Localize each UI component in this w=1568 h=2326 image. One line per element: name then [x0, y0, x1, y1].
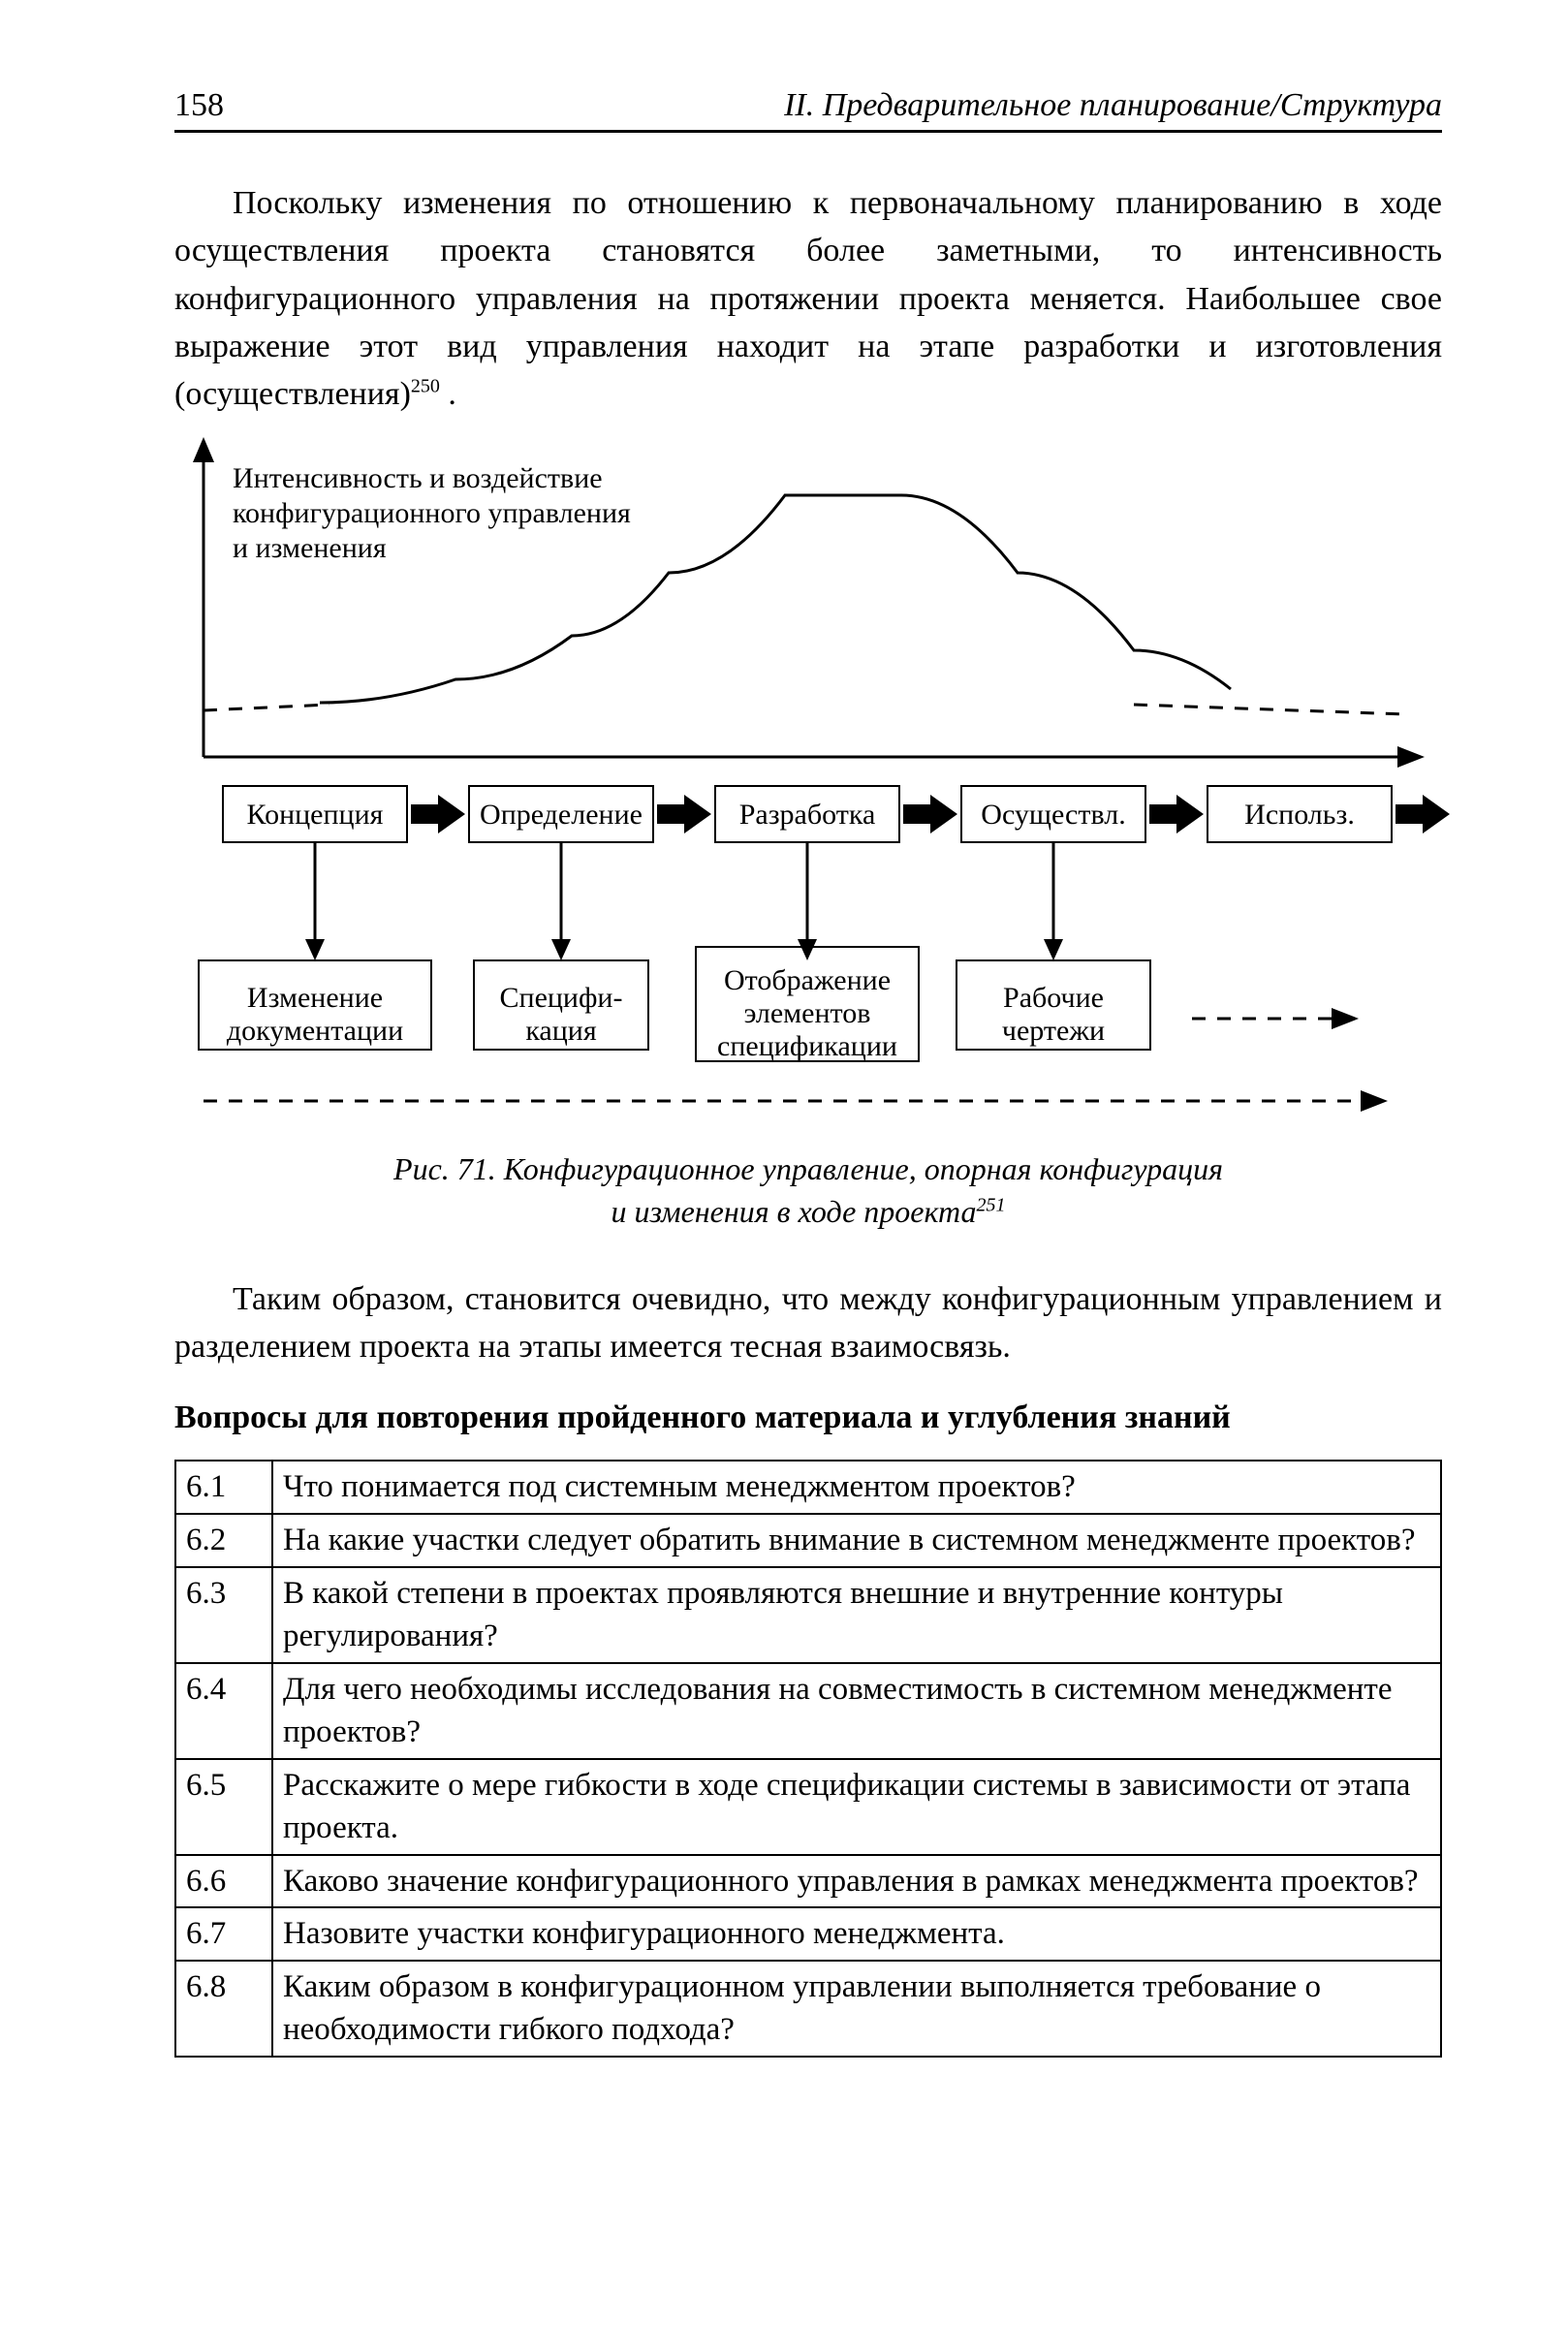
question-text: В какой степени в проектах проявляются в…: [272, 1567, 1441, 1663]
questions-table: 6.1Что понимается под системным менеджме…: [174, 1460, 1442, 2058]
phase-arrow-4: [1396, 795, 1450, 833]
lower-box-2-line-0: Отображение: [724, 964, 891, 996]
phase-arrow-2: [903, 795, 957, 833]
lower-box-0-line-1: документации: [227, 1015, 403, 1047]
lower-box-1-line-1: кация: [525, 1015, 597, 1047]
lower-box-2-line-2: спецификации: [717, 1030, 897, 1062]
axis-label-l1: Интенсивность и воздействие: [233, 462, 603, 494]
figure-71: Интенсивность и воздействие конфигурацио…: [165, 437, 1425, 1135]
figure-caption: Рис. 71. Конфигурационное управление, оп…: [174, 1148, 1442, 1232]
phase-arrow-1: [657, 795, 711, 833]
question-number: 6.1: [175, 1461, 272, 1514]
question-number: 6.8: [175, 1961, 272, 2057]
lower-box-3-line-0: Рабочие: [1003, 982, 1104, 1014]
question-text: Назовите участки конфигурационного менед…: [272, 1907, 1441, 1961]
bottom-dashed-arrowhead: [1361, 1090, 1388, 1112]
question-text: Что понимается под системным менеджменто…: [272, 1461, 1441, 1514]
down-arrow-head-2: [798, 939, 817, 960]
down-arrows: [305, 842, 1063, 960]
table-row: 6.3В какой степени в проектах проявляютс…: [175, 1567, 1441, 1663]
question-text: На какие участки следует обратить вниман…: [272, 1514, 1441, 1567]
axis-label-l3: и изменения: [233, 532, 387, 564]
question-number: 6.6: [175, 1855, 272, 1908]
table-row: 6.2На какие участки следует обратить вни…: [175, 1514, 1441, 1567]
phase-label-4: Использ.: [1244, 799, 1355, 831]
page: 158 II. Предварительное планирование/Стр…: [0, 0, 1568, 2326]
question-number: 6.3: [175, 1567, 272, 1663]
x-axis-arrow: [1397, 746, 1425, 768]
question-text: Каково значение конфигурационного управл…: [272, 1855, 1441, 1908]
lower-box-3-line-1: чертежи: [1002, 1015, 1105, 1047]
question-number: 6.5: [175, 1759, 272, 1855]
page-header: 158 II. Предварительное планирование/Стр…: [174, 87, 1442, 133]
table-row: 6.1Что понимается под системным менеджме…: [175, 1461, 1441, 1514]
phase-label-2: Разработка: [739, 799, 876, 831]
question-text: Каким образом в конфигурационном управле…: [272, 1961, 1441, 2057]
phase-arrow-3: [1149, 795, 1204, 833]
paragraph-1: Поскольку изменения по отношению к перво…: [174, 179, 1442, 418]
axis-label-l2: конфигурационного управления: [233, 497, 631, 529]
footnote-ref-251: 251: [977, 1194, 1006, 1215]
curve-right-dash: [1134, 705, 1405, 714]
figure-caption-l1: Рис. 71. Конфигурационное управление, оп…: [393, 1151, 1223, 1186]
footnote-ref-250: 250: [411, 376, 440, 397]
phase-row: Концепция Определение Разработка Осуществл.…: [223, 786, 1450, 842]
table-row: 6.5Расскажите о мере гибкости в ходе спе…: [175, 1759, 1441, 1855]
phase-arrow-0: [411, 795, 465, 833]
question-number: 6.2: [175, 1514, 272, 1567]
page-number: 158: [174, 87, 224, 124]
table-row: 6.8Каким образом в конфигурационном упра…: [175, 1961, 1441, 2057]
question-number: 6.4: [175, 1663, 272, 1759]
table-row: 6.6Каково значение конфигурационного упр…: [175, 1855, 1441, 1908]
question-text: Расскажите о мере гибкости в ходе специф…: [272, 1759, 1441, 1855]
curve-left-dash2: [204, 705, 329, 710]
question-number: 6.7: [175, 1907, 272, 1961]
table-row: 6.7Назовите участки конфигурационного ме…: [175, 1907, 1441, 1961]
figure-caption-l2: и изменения в ходе проекта: [611, 1194, 976, 1229]
down-arrow-head-3: [1044, 939, 1063, 960]
lower-box-1-line-0: Специфи-: [500, 982, 623, 1014]
question-text: Для чего необходимы исследования на совм…: [272, 1663, 1441, 1759]
phase-label-0: Концепция: [247, 799, 384, 831]
paragraph-1-text: Поскольку изменения по отношению к перво…: [174, 185, 1442, 412]
down-arrow-head-0: [305, 939, 325, 960]
down-arrow-head-1: [551, 939, 571, 960]
dashed-forward-arrowhead: [1332, 1008, 1359, 1029]
lower-box-0-line-0: Изменение: [247, 982, 383, 1014]
phase-label-3: Осуществл.: [981, 799, 1125, 831]
phase-label-1: Определение: [480, 799, 643, 831]
lower-box-2-line-1: элементов: [744, 997, 871, 1029]
y-axis-arrow: [193, 437, 214, 462]
figure-svg: Интенсивность и воздействие конфигурацио…: [165, 437, 1425, 1135]
lower-boxes: Изменениедокументации Специфи-кация Отобра…: [199, 947, 1150, 1062]
running-head: II. Предварительное планирование/Структу…: [784, 87, 1442, 124]
table-row: 6.4Для чего необходимы исследования на с…: [175, 1663, 1441, 1759]
paragraph-1-period: .: [440, 376, 456, 412]
paragraph-2: Таким образом, становится очевидно, что …: [174, 1275, 1442, 1371]
questions-heading: Вопросы для повторения пройденного матер…: [174, 1399, 1442, 1436]
